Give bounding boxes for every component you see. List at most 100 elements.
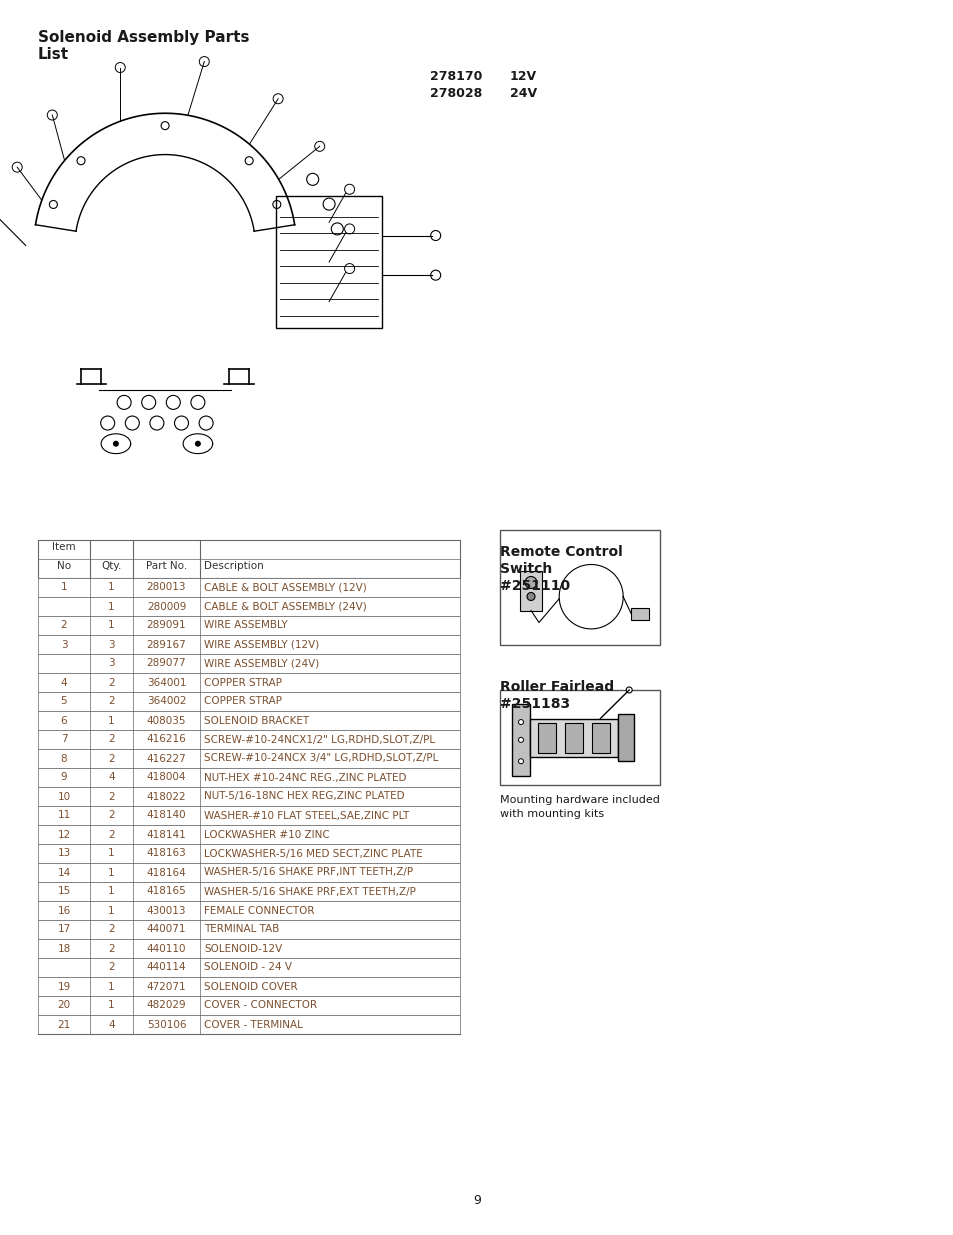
Text: with mounting kits: with mounting kits xyxy=(499,809,603,819)
Bar xyxy=(275,196,382,329)
Text: 18: 18 xyxy=(57,944,71,953)
Text: 17: 17 xyxy=(57,925,71,935)
Text: 2: 2 xyxy=(108,925,114,935)
Text: 3: 3 xyxy=(61,640,68,650)
Text: 1: 1 xyxy=(108,848,114,858)
Bar xyxy=(38,995,459,1015)
Text: 418140: 418140 xyxy=(147,810,186,820)
Text: SOLENOID COVER: SOLENOID COVER xyxy=(204,982,297,992)
Text: COPPER STRAP: COPPER STRAP xyxy=(204,678,282,688)
Bar xyxy=(38,730,459,748)
Text: 6: 6 xyxy=(61,715,68,725)
Text: 2: 2 xyxy=(108,810,114,820)
Text: 364001: 364001 xyxy=(147,678,186,688)
Text: 7: 7 xyxy=(61,735,68,745)
Bar xyxy=(618,714,634,761)
Text: SCREW-#10-24NCX1/2" LG,RDHD,SLOT,Z/PL: SCREW-#10-24NCX1/2" LG,RDHD,SLOT,Z/PL xyxy=(204,735,435,745)
Text: 2: 2 xyxy=(61,620,68,631)
Bar xyxy=(38,806,459,825)
Bar xyxy=(38,768,459,787)
Text: FEMALE CONNECTOR: FEMALE CONNECTOR xyxy=(204,905,314,915)
Text: 1: 1 xyxy=(108,583,114,593)
Text: 1: 1 xyxy=(61,583,68,593)
Text: Solenoid Assembly Parts: Solenoid Assembly Parts xyxy=(38,30,250,44)
Bar xyxy=(38,977,459,995)
Text: NUT-5/16-18NC HEX REG,ZINC PLATED: NUT-5/16-18NC HEX REG,ZINC PLATED xyxy=(204,792,404,802)
Text: 1: 1 xyxy=(108,1000,114,1010)
Text: 289091: 289091 xyxy=(147,620,186,631)
Text: 418022: 418022 xyxy=(147,792,186,802)
Text: Roller Fairlead: Roller Fairlead xyxy=(499,680,614,694)
Bar xyxy=(38,902,459,920)
Text: 440110: 440110 xyxy=(147,944,186,953)
Text: Description: Description xyxy=(204,561,263,571)
Text: WIRE ASSEMBLY (24V): WIRE ASSEMBLY (24V) xyxy=(204,658,319,668)
Circle shape xyxy=(194,441,201,447)
Bar xyxy=(38,597,459,616)
Text: 8: 8 xyxy=(61,753,68,763)
Text: 3: 3 xyxy=(108,658,114,668)
Text: 4: 4 xyxy=(108,1020,114,1030)
Bar xyxy=(564,722,582,752)
Text: 1: 1 xyxy=(108,867,114,878)
Text: 24V: 24V xyxy=(510,86,537,100)
Text: 1: 1 xyxy=(108,905,114,915)
Text: 418163: 418163 xyxy=(147,848,186,858)
Bar xyxy=(592,722,609,752)
Circle shape xyxy=(625,687,632,693)
Text: 2: 2 xyxy=(108,697,114,706)
Text: TERMINAL TAB: TERMINAL TAB xyxy=(204,925,279,935)
Text: Mounting hardware included: Mounting hardware included xyxy=(499,795,659,805)
Text: 13: 13 xyxy=(57,848,71,858)
Text: 20: 20 xyxy=(57,1000,71,1010)
Bar xyxy=(519,571,541,610)
Text: LOCKWASHER-5/16 MED SECT,ZINC PLATE: LOCKWASHER-5/16 MED SECT,ZINC PLATE xyxy=(204,848,422,858)
Text: 9: 9 xyxy=(61,773,68,783)
Text: 14: 14 xyxy=(57,867,71,878)
Bar xyxy=(38,863,459,882)
Bar xyxy=(38,673,459,692)
Text: 2: 2 xyxy=(108,830,114,840)
Text: SOLENOID - 24 V: SOLENOID - 24 V xyxy=(204,962,292,972)
Bar xyxy=(38,635,459,655)
Circle shape xyxy=(112,441,119,447)
Text: 280009: 280009 xyxy=(147,601,186,611)
Text: #251183: #251183 xyxy=(499,697,570,711)
Text: 278170: 278170 xyxy=(430,70,482,83)
Bar xyxy=(38,958,459,977)
Text: Remote Control: Remote Control xyxy=(499,545,622,559)
Text: 1: 1 xyxy=(108,620,114,631)
Text: 482029: 482029 xyxy=(147,1000,186,1010)
Bar xyxy=(38,1015,459,1034)
Text: WASHER-5/16 SHAKE PRF,EXT TEETH,Z/P: WASHER-5/16 SHAKE PRF,EXT TEETH,Z/P xyxy=(204,887,416,897)
Text: 430013: 430013 xyxy=(147,905,186,915)
Text: 416216: 416216 xyxy=(147,735,186,745)
Text: 2: 2 xyxy=(108,753,114,763)
Text: WASHER-5/16 SHAKE PRF,INT TEETH,Z/P: WASHER-5/16 SHAKE PRF,INT TEETH,Z/P xyxy=(204,867,413,878)
Circle shape xyxy=(526,593,535,600)
Text: 11: 11 xyxy=(57,810,71,820)
Bar xyxy=(38,748,459,768)
Text: 15: 15 xyxy=(57,887,71,897)
Text: 4: 4 xyxy=(61,678,68,688)
Text: COVER - CONNECTOR: COVER - CONNECTOR xyxy=(204,1000,316,1010)
Bar xyxy=(38,939,459,958)
Text: SCREW-#10-24NCX 3/4" LG,RDHD,SLOT,Z/PL: SCREW-#10-24NCX 3/4" LG,RDHD,SLOT,Z/PL xyxy=(204,753,438,763)
Text: 418165: 418165 xyxy=(147,887,186,897)
Text: WIRE ASSEMBLY: WIRE ASSEMBLY xyxy=(204,620,287,631)
Text: 4: 4 xyxy=(108,773,114,783)
Text: 418141: 418141 xyxy=(147,830,186,840)
Text: LOCKWASHER #10 ZINC: LOCKWASHER #10 ZINC xyxy=(204,830,330,840)
Bar xyxy=(38,844,459,863)
Text: 3: 3 xyxy=(108,640,114,650)
Text: 289167: 289167 xyxy=(147,640,186,650)
Text: 1: 1 xyxy=(108,715,114,725)
Text: List: List xyxy=(38,47,69,62)
Circle shape xyxy=(518,737,523,742)
Text: 12: 12 xyxy=(57,830,71,840)
Bar xyxy=(512,704,530,776)
Text: 2: 2 xyxy=(108,792,114,802)
Text: 5: 5 xyxy=(61,697,68,706)
Bar xyxy=(537,722,555,752)
Text: 2: 2 xyxy=(108,735,114,745)
